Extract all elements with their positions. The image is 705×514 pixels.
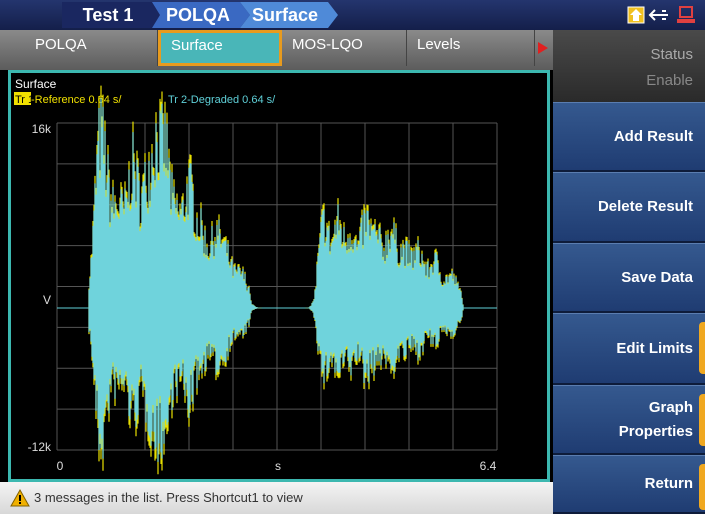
- trace-tag: Tr 1: [15, 94, 34, 106]
- graph-title: Surface: [15, 77, 57, 91]
- warning-icon[interactable]: [10, 489, 30, 507]
- x-label: 6.4: [480, 459, 497, 473]
- flag: [699, 464, 705, 510]
- y-label: V: [43, 293, 51, 307]
- crumb-bg: [240, 2, 338, 28]
- crumb-bg: [152, 2, 250, 28]
- home-icon: [630, 9, 642, 21]
- flag: [699, 322, 705, 374]
- trace-label: -Reference 0.64 s/: [31, 94, 122, 106]
- graph: Surface Tr 1 -Reference 0.64 s/ Tr 2-Deg…: [14, 77, 498, 475]
- button-label: Save Data: [621, 268, 693, 286]
- menu-button[interactable]: Graph Properties: [553, 385, 705, 455]
- tab[interactable]: Levels: [407, 30, 535, 66]
- side-menu: Status Enable Add Result Delete Result S…: [553, 30, 705, 514]
- tab-row: POLQA Surface MOS-LQO Levels: [0, 30, 553, 70]
- breadcrumb: Test 1 POLQA Surface: [62, 2, 695, 28]
- button-label: Delete Result: [597, 198, 693, 215]
- top-bar: Test 1 POLQA Surface: [0, 0, 705, 30]
- y-label: -12k: [28, 440, 52, 454]
- trace-label: Tr 2-Degraded 0.64 s/: [168, 94, 276, 106]
- status-box: Status Enable: [553, 30, 705, 102]
- menu-button[interactable]: Return: [553, 455, 705, 514]
- crumb[interactable]: Surface: [252, 5, 318, 25]
- status-message: 3 messages in the list. Press Shortcut1 …: [34, 490, 303, 505]
- flag: [699, 394, 705, 446]
- button-label: Edit Limits: [616, 339, 693, 357]
- crumb[interactable]: POLQA: [166, 5, 230, 25]
- tab[interactable]: Surface: [158, 30, 282, 66]
- more-arrow[interactable]: [538, 42, 550, 56]
- button-label: Add Result: [613, 127, 693, 145]
- menu-button[interactable]: Edit Limits: [553, 313, 705, 385]
- crumb[interactable]: Test 1: [83, 5, 134, 25]
- tab[interactable]: POLQA: [25, 30, 158, 66]
- status-bar: 3 messages in the list. Press Shortcut1 …: [0, 482, 553, 514]
- device-icon: [677, 19, 695, 23]
- menu-button[interactable]: Delete Result: [553, 172, 705, 243]
- x-label: s: [275, 459, 281, 473]
- menu-button[interactable]: Save Data: [553, 243, 705, 313]
- button-label: Graph Properties: [618, 398, 693, 440]
- x-label: 0: [57, 459, 64, 473]
- device-icon: [679, 6, 693, 18]
- graph-panel: Surface Tr 1 -Reference 0.64 s/ Tr 2-Deg…: [8, 70, 550, 482]
- button-label: Return: [644, 475, 693, 492]
- crumb-bg: [62, 2, 160, 28]
- trace-tag-bg: [14, 92, 31, 105]
- y-label: 16k: [32, 122, 52, 136]
- menu-button[interactable]: Add Result: [553, 102, 705, 172]
- status-label: Status: [650, 46, 693, 63]
- tab[interactable]: MOS-LQO: [282, 30, 407, 66]
- usb-icon: [648, 9, 668, 21]
- status-value: Enable: [646, 72, 693, 89]
